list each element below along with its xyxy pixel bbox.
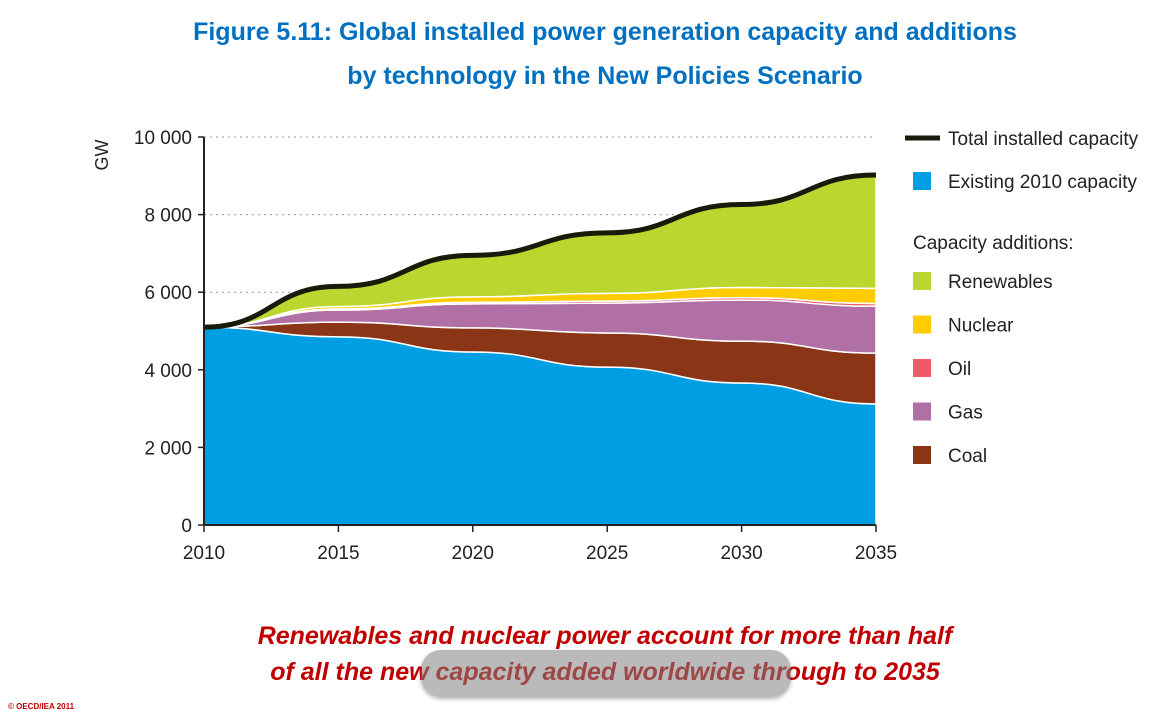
y-tick-label: 8 000 bbox=[144, 206, 192, 227]
caption-line1: Renewables and nuclear power account for… bbox=[257, 622, 953, 650]
x-tick-label: 2015 bbox=[317, 543, 359, 564]
stacked-area-chart: 0 2 000 4 000 6 000 8 000 10 000 2010 2015 2020 2… bbox=[92, 128, 1139, 564]
legend-swatch-renewables bbox=[913, 272, 931, 290]
legend-swatch-gas bbox=[913, 402, 931, 421]
y-axis-label: GW bbox=[92, 139, 112, 170]
y-tick-label: 0 bbox=[181, 516, 192, 537]
x-tick-label: 2035 bbox=[855, 543, 897, 564]
legend-subheading: Capacity additions: bbox=[913, 233, 1074, 254]
x-tick-label: 2025 bbox=[586, 543, 628, 564]
x-tick-label: 2010 bbox=[183, 543, 225, 564]
legend-swatch-coal bbox=[913, 446, 931, 464]
total-capacity-line bbox=[203, 172, 877, 330]
y-tick-label: 6 000 bbox=[144, 283, 192, 304]
chart-title: Figure 5.11: Global installed power gene… bbox=[193, 18, 1017, 46]
x-tick-label: 2020 bbox=[452, 543, 494, 564]
legend-swatch-nuclear bbox=[913, 315, 931, 334]
legend-label-total: Total installed capacity bbox=[948, 129, 1139, 150]
legend-label-oil: Oil bbox=[948, 359, 971, 380]
legend-label-renewables: Renewables bbox=[948, 272, 1053, 293]
legend-label-nuclear: Nuclear bbox=[948, 316, 1014, 337]
legend-label-existing: Existing 2010 capacity bbox=[948, 172, 1138, 193]
slideshow-toolbar[interactable] bbox=[421, 650, 791, 697]
legend-swatch-oil bbox=[913, 359, 931, 377]
legend-label-gas: Gas bbox=[948, 403, 983, 424]
y-tick-label: 4 000 bbox=[144, 361, 192, 382]
legend-label-coal: Coal bbox=[948, 446, 987, 467]
copyright: © OECD/IEA 2011 bbox=[8, 702, 75, 711]
y-tick-label: 10 000 bbox=[134, 128, 192, 149]
y-tick-label: 2 000 bbox=[144, 438, 192, 459]
chart-title-line2: by technology in the New Policies Scenar… bbox=[347, 62, 863, 90]
x-tick-label: 2030 bbox=[720, 543, 762, 564]
legend-swatch-existing bbox=[913, 172, 931, 190]
